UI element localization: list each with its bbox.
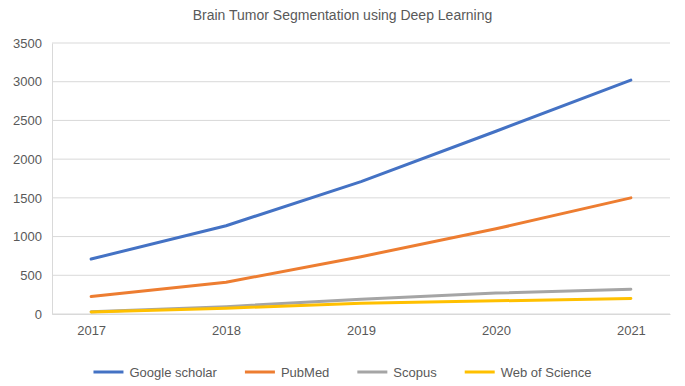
y-tick-label: 0 — [35, 307, 42, 322]
x-tick-label: 2017 — [77, 323, 106, 338]
legend-swatch — [357, 371, 387, 374]
legend-item: PubMed — [245, 365, 329, 380]
x-tick-label: 2018 — [212, 323, 241, 338]
grid-line — [52, 197, 670, 198]
legend-label: PubMed — [281, 365, 329, 380]
chart-title: Brain Tumor Segmentation using Deep Lear… — [193, 7, 493, 23]
y-tick-label: 2500 — [13, 113, 42, 128]
legend-swatch — [465, 371, 495, 374]
x-tick: 2020 — [482, 314, 511, 338]
y-tick: 1000 — [13, 229, 52, 244]
x-tick-label: 2020 — [482, 323, 511, 338]
x-tick: 2021 — [617, 314, 646, 338]
legend-swatch — [245, 371, 275, 374]
y-tick: 2500 — [13, 113, 52, 128]
legend-item: Web of Science — [465, 365, 592, 380]
series-line — [91, 80, 631, 259]
series-line — [91, 198, 631, 297]
y-tick-label: 1500 — [13, 191, 42, 206]
x-tick: 2017 — [77, 314, 106, 338]
legend-label: Google scholar — [129, 365, 217, 380]
chart: 0 500 1000 1500 2000 2500 3000 3500 2017 2018 2019… — [0, 0, 685, 386]
y-tick: 2000 — [13, 152, 52, 167]
y-tick: 1500 — [13, 191, 52, 206]
y-tick-label: 3000 — [13, 74, 42, 89]
y-tick: 3000 — [13, 74, 52, 89]
y-axis-line — [52, 44, 53, 315]
grid-line — [52, 120, 670, 121]
plot: 0 500 1000 1500 2000 2500 3000 3500 2017 2018 2019… — [13, 36, 670, 339]
series-group — [91, 80, 631, 312]
y-tick-label: 3500 — [13, 36, 42, 51]
y-tick: 3500 — [13, 36, 52, 51]
x-axis-line — [53, 314, 671, 315]
series-line — [91, 299, 631, 313]
legend-item: Google scholar — [93, 365, 217, 380]
x-tick: 2018 — [212, 314, 241, 338]
x-tick-label: 2019 — [347, 323, 376, 338]
series-line — [91, 289, 631, 311]
y-tick: 500 — [20, 268, 52, 283]
legend-item: Scopus — [357, 365, 437, 380]
y-tick-label: 1000 — [13, 229, 42, 244]
x-tick-label: 2021 — [617, 323, 646, 338]
legend-swatch — [93, 371, 123, 374]
grid-line — [52, 159, 670, 160]
legend: Google scholar PubMed Scopus Web of Science — [93, 365, 591, 380]
grid-line — [52, 314, 670, 315]
x-tick: 2019 — [347, 314, 376, 338]
y-tick: 0 — [35, 307, 52, 322]
grid-line — [52, 275, 670, 276]
grid-line — [52, 81, 670, 82]
y-tick-label: 500 — [20, 268, 42, 283]
legend-label: Scopus — [393, 365, 437, 380]
grid — [52, 43, 670, 314]
y-axis: 0 500 1000 1500 2000 2500 3000 3500 — [13, 36, 52, 322]
grid-line — [52, 43, 670, 44]
legend-label: Web of Science — [501, 365, 592, 380]
x-axis: 2017 2018 2019 2020 2021 — [53, 314, 671, 338]
y-tick-label: 2000 — [13, 152, 42, 167]
grid-line — [52, 236, 670, 237]
